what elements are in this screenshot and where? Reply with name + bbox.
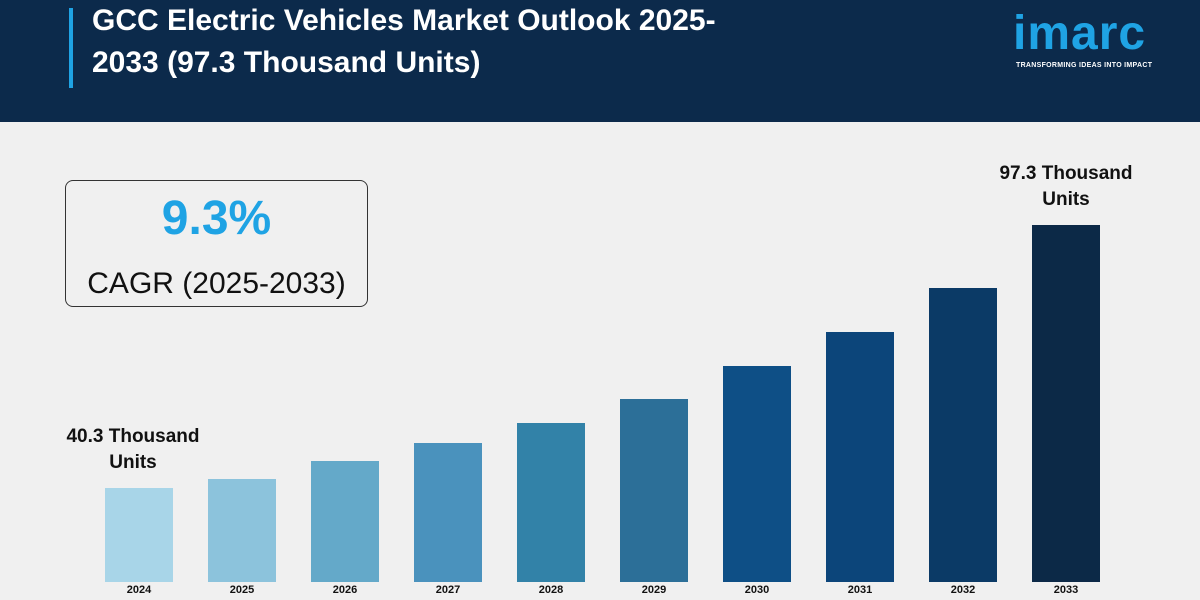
brand-logo: imarc bbox=[1013, 7, 1147, 60]
x-tick-label: 2026 bbox=[332, 584, 358, 596]
value-label: 40.3 Thousand Units bbox=[66, 426, 200, 474]
x-tick-label: 2031 bbox=[847, 584, 873, 596]
bar bbox=[723, 366, 791, 582]
cagr-value: 9.3% bbox=[161, 192, 272, 245]
bar bbox=[208, 479, 276, 582]
bar bbox=[105, 488, 173, 582]
bar bbox=[826, 332, 894, 582]
x-tick-label: 2027 bbox=[435, 584, 461, 596]
bar bbox=[311, 461, 379, 582]
x-tick-label: 2028 bbox=[538, 584, 564, 596]
x-tick-label: 2032 bbox=[950, 584, 976, 596]
bar bbox=[929, 288, 997, 582]
x-tick-label: 2029 bbox=[641, 584, 667, 596]
x-tick-label: 2024 bbox=[126, 584, 152, 596]
brand-tagline: TRANSFORMING IDEAS INTO IMPACT bbox=[1016, 62, 1153, 69]
cagr-label: CAGR (2025-2033) bbox=[87, 267, 346, 300]
value-label: 97.3 Thousand Units bbox=[999, 163, 1133, 211]
accent-line bbox=[69, 8, 73, 88]
x-tick-label: 2033 bbox=[1053, 584, 1079, 596]
cagr-box: 9.3% CAGR (2025-2033) bbox=[65, 180, 368, 307]
x-tick-label: 2025 bbox=[229, 584, 255, 596]
chart-title: GCC Electric Vehicles Market Outlook 202… bbox=[92, 4, 716, 79]
bar bbox=[414, 443, 482, 582]
header: GCC Electric Vehicles Market Outlook 202… bbox=[0, 0, 1200, 122]
bar bbox=[517, 422, 585, 582]
bar bbox=[1032, 225, 1100, 582]
bar bbox=[620, 398, 688, 582]
x-tick-label: 2030 bbox=[744, 584, 770, 596]
